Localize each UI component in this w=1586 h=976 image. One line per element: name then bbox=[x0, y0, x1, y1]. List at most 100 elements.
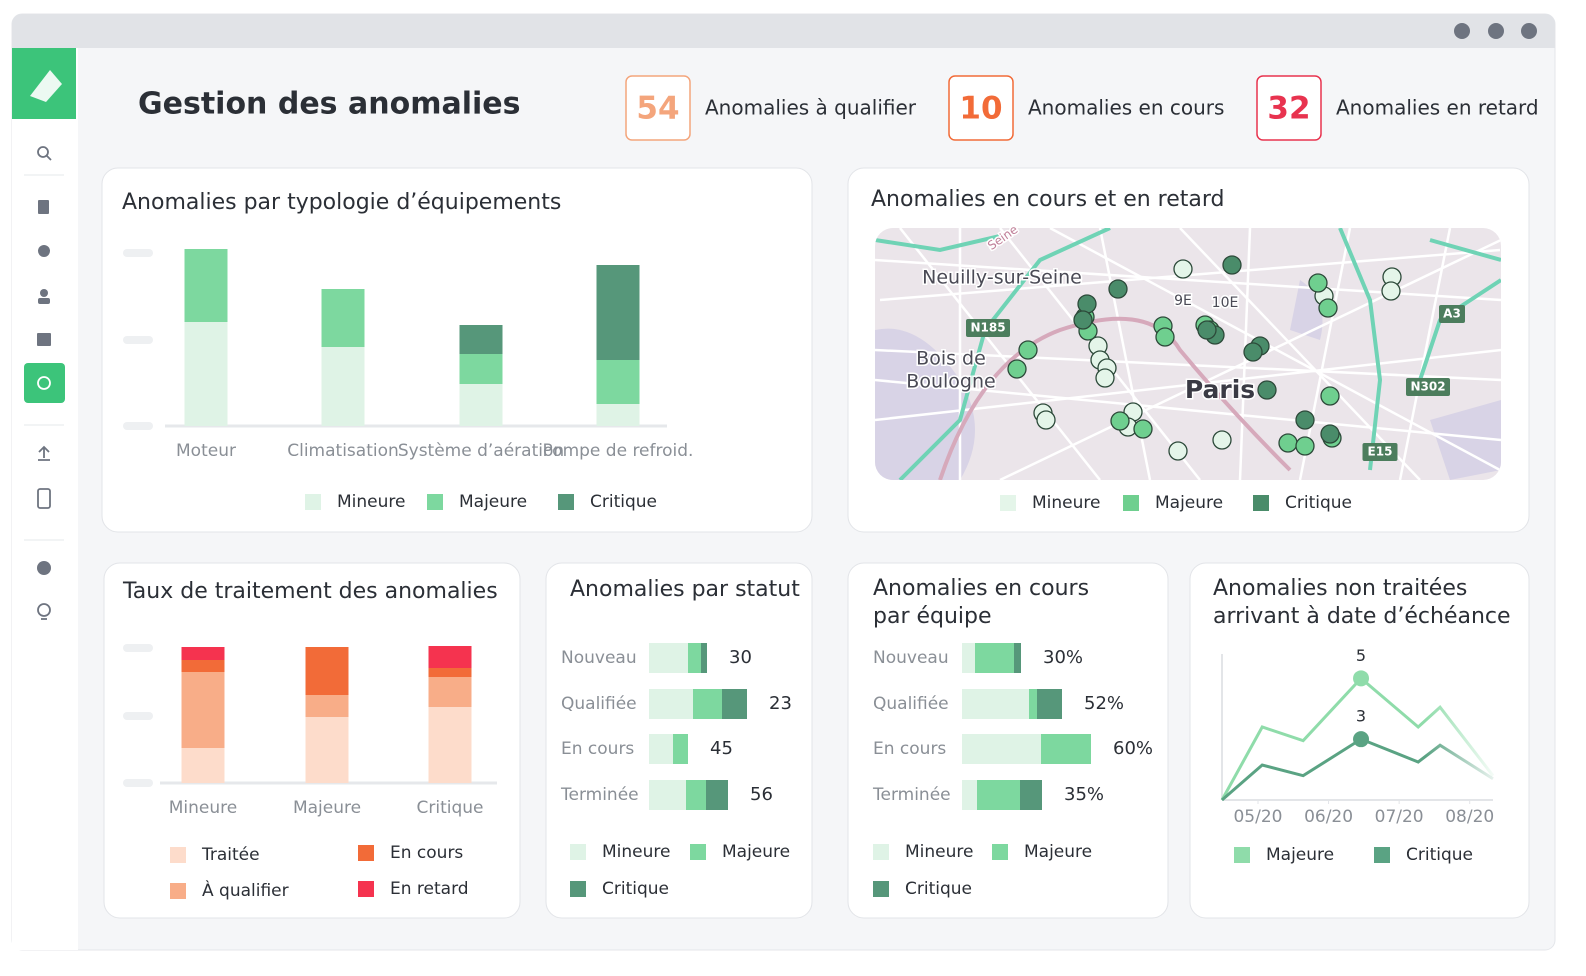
placeholder bbox=[123, 644, 153, 652]
bar-segment bbox=[596, 265, 640, 360]
axis-placeholders bbox=[123, 249, 153, 787]
map-point[interactable] bbox=[1155, 327, 1175, 347]
map-point[interactable] bbox=[1320, 424, 1340, 444]
map-point[interactable] bbox=[1110, 411, 1130, 431]
value-label: 3 bbox=[1356, 707, 1366, 726]
legend-label: En retard bbox=[390, 879, 469, 899]
bar-segment bbox=[1020, 780, 1042, 810]
x-tick-label: Système d’aération bbox=[398, 441, 564, 461]
sidebar bbox=[12, 48, 78, 950]
kpi-value: 10 bbox=[959, 91, 1002, 127]
map-point[interactable] bbox=[1222, 255, 1242, 275]
icon-search[interactable] bbox=[37, 146, 49, 158]
map-point[interactable] bbox=[1295, 436, 1315, 456]
legend-swatch bbox=[570, 844, 586, 860]
map-point[interactable] bbox=[1320, 386, 1340, 406]
icon-upload[interactable] bbox=[38, 445, 50, 461]
icon-search-handle bbox=[46, 155, 52, 161]
y-tick-label: En cours bbox=[561, 739, 634, 759]
y-tick-label: Terminée bbox=[560, 785, 639, 805]
icon-help[interactable] bbox=[37, 561, 51, 575]
map-point[interactable] bbox=[1073, 310, 1093, 330]
legend-swatch bbox=[1253, 495, 1269, 511]
bar-segment bbox=[305, 647, 349, 695]
map-point[interactable] bbox=[1295, 410, 1315, 430]
kpi-value: 54 bbox=[636, 91, 679, 127]
map-point[interactable] bbox=[1133, 419, 1153, 439]
window-dot[interactable] bbox=[1488, 23, 1504, 39]
map-point[interactable] bbox=[1381, 281, 1401, 301]
bar-segment bbox=[184, 322, 228, 426]
map-point[interactable] bbox=[1257, 380, 1277, 400]
icon-user-body bbox=[38, 298, 50, 304]
map-point[interactable] bbox=[1007, 359, 1027, 379]
y-tick-label: Terminée bbox=[872, 785, 951, 805]
bar-segment bbox=[321, 347, 365, 426]
placeholder bbox=[123, 249, 153, 257]
legend-swatch bbox=[992, 844, 1008, 860]
legend-label: Critique bbox=[1406, 845, 1473, 865]
map-point[interactable] bbox=[1036, 410, 1056, 430]
panel-title: Anomalies par statut bbox=[570, 577, 800, 602]
legend-swatch bbox=[570, 881, 586, 897]
map-point[interactable] bbox=[1278, 433, 1298, 453]
placeholder bbox=[123, 779, 153, 787]
bar-segment bbox=[962, 643, 975, 673]
panel-title: Anomalies non traitées bbox=[1213, 576, 1467, 601]
y-tick-label: Qualifiée bbox=[561, 694, 637, 714]
map-label: Paris bbox=[1185, 375, 1255, 404]
map-label: A3 bbox=[1443, 307, 1461, 321]
bar-segment bbox=[962, 689, 1029, 719]
map-point[interactable] bbox=[1243, 342, 1263, 362]
kpi-value: 32 bbox=[1267, 91, 1310, 127]
icon-db[interactable] bbox=[38, 245, 50, 257]
active-item[interactable] bbox=[24, 363, 65, 403]
map-label: Neuilly-sur-Seine bbox=[922, 267, 1082, 289]
icon-calendar[interactable] bbox=[37, 333, 51, 346]
map-label: Boulogne bbox=[906, 371, 995, 393]
bar-segment bbox=[722, 689, 747, 719]
map-point[interactable] bbox=[1077, 294, 1097, 314]
title-bar bbox=[12, 14, 1555, 48]
icon-phone[interactable] bbox=[37, 488, 51, 509]
total-label: 30% bbox=[1043, 647, 1083, 668]
map-point[interactable] bbox=[1212, 430, 1232, 450]
window-dot[interactable] bbox=[1454, 23, 1470, 39]
y-tick-label: Nouveau bbox=[561, 648, 637, 668]
map-point[interactable] bbox=[1108, 279, 1128, 299]
x-tick-label: Climatisation bbox=[287, 441, 399, 461]
kpi-box bbox=[625, 75, 691, 141]
icon-idea[interactable] bbox=[37, 603, 51, 617]
placeholder bbox=[123, 336, 153, 344]
map-point[interactable] bbox=[1318, 298, 1338, 318]
icon-doc[interactable] bbox=[38, 200, 49, 214]
map-point[interactable] bbox=[1308, 273, 1328, 293]
legend-swatch bbox=[305, 494, 321, 510]
kpi-label: Anomalies en cours bbox=[1028, 96, 1224, 120]
map-point[interactable] bbox=[1173, 259, 1193, 279]
road-shield bbox=[1406, 378, 1450, 396]
bar-segment bbox=[649, 689, 693, 719]
legend-swatch bbox=[1374, 847, 1390, 863]
bar-segment bbox=[181, 672, 225, 748]
kpi-label: Anomalies en retard bbox=[1336, 96, 1539, 120]
bar-segment bbox=[975, 643, 1014, 673]
map-point[interactable] bbox=[1018, 340, 1038, 360]
x-tick-label: Majeure bbox=[293, 798, 361, 818]
bar-segment bbox=[673, 734, 688, 764]
bar-segment bbox=[962, 734, 1041, 764]
legend-label: En cours bbox=[390, 843, 463, 863]
map-point[interactable] bbox=[1168, 441, 1188, 461]
map-label: N185 bbox=[970, 321, 1005, 335]
bar-segment bbox=[305, 717, 349, 783]
icon-user[interactable] bbox=[40, 289, 48, 297]
peak-marker bbox=[1353, 670, 1370, 687]
bar-segment bbox=[649, 780, 686, 810]
total-label: 45 bbox=[710, 738, 733, 759]
map-point[interactable] bbox=[1095, 368, 1115, 388]
map-point[interactable] bbox=[1197, 320, 1217, 340]
legend-label: Majeure bbox=[1024, 842, 1092, 862]
window-dot[interactable] bbox=[1521, 23, 1537, 39]
bar-segment bbox=[596, 360, 640, 404]
